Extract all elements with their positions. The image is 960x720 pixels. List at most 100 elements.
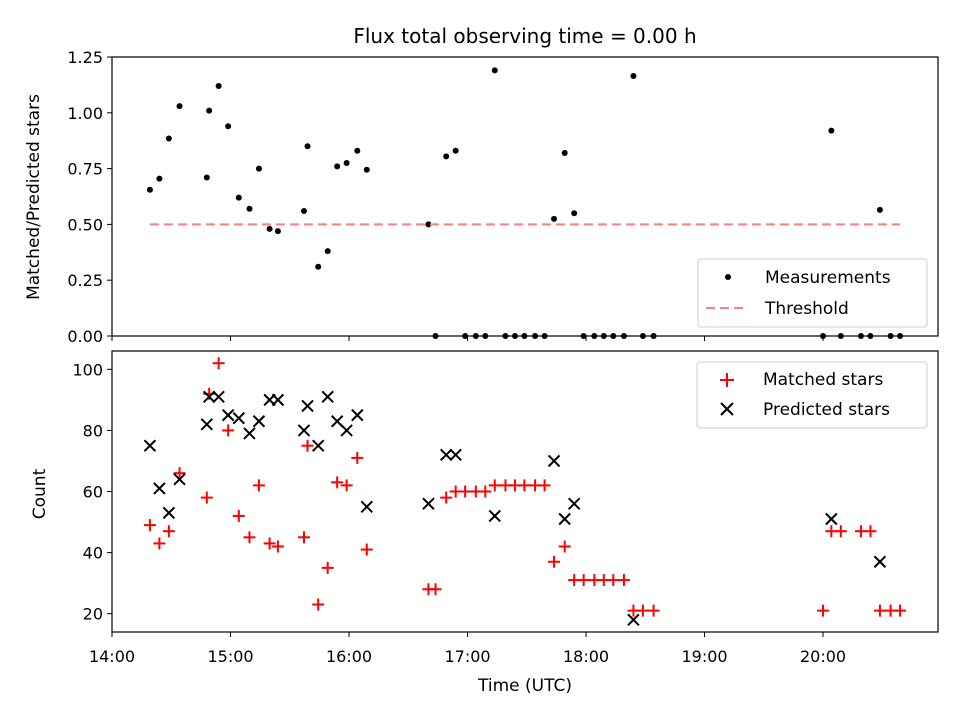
matched-star-point — [312, 598, 325, 611]
measurement-point — [176, 103, 183, 110]
measurement-point — [315, 263, 322, 270]
matched-star-point — [162, 525, 175, 538]
measurement-point — [876, 206, 883, 213]
matched-star-point — [558, 540, 571, 553]
matched-star-point — [636, 604, 649, 617]
measurement-point — [156, 175, 163, 182]
measurement-point — [443, 153, 450, 160]
legend-matched-marker — [720, 373, 734, 387]
matched-star-point — [212, 357, 225, 370]
predicted-star-point — [271, 393, 285, 407]
predicted-star-point — [449, 448, 462, 462]
predicted-star-point — [439, 448, 453, 462]
legend-matched-label: Matched stars — [763, 370, 883, 390]
bottom-y-tick-label: 20 — [83, 605, 103, 624]
matched-star-point — [440, 491, 453, 504]
matched-star-point — [360, 543, 373, 556]
measurement-point — [334, 163, 341, 170]
bottom-y-tick-label: 60 — [83, 483, 103, 502]
predicted-star-point — [153, 482, 166, 495]
matched-star-point — [153, 537, 166, 550]
predicted-star-point — [221, 408, 235, 422]
matched-star-point — [873, 604, 886, 617]
matched-star-point — [538, 479, 551, 492]
bottom-legend: Matched stars Predicted stars — [696, 361, 928, 429]
predicted-star-point — [173, 473, 186, 486]
predicted-star-point — [488, 509, 501, 523]
top-chart-title: Flux total observing time = 0.00 h — [353, 24, 696, 48]
bottom-y-tick-label: 100 — [72, 360, 103, 379]
matched-star-point — [263, 537, 276, 550]
measurement-point — [354, 147, 361, 154]
predicted-star-point — [143, 439, 157, 452]
matched-star-point — [232, 509, 245, 522]
bottom-x-tick-label: 15:00 — [207, 647, 253, 666]
top-y-tick-label: 0.25 — [67, 271, 103, 290]
measurement-point — [571, 210, 578, 217]
bottom-y-tick-label: 40 — [83, 544, 103, 563]
matched-star-point — [647, 604, 660, 617]
matched-star-point — [894, 604, 907, 617]
matched-star-point — [252, 479, 265, 492]
matched-star-point — [200, 491, 213, 504]
matched-star-point — [321, 561, 334, 574]
top-y-tick-label: 1.00 — [67, 104, 103, 123]
bottom-x-tick-label: 17:00 — [444, 647, 490, 666]
top-y-tick-label: 1.25 — [67, 48, 103, 67]
matched-star-point — [488, 479, 501, 492]
bottom-x-tick-label: 16:00 — [326, 647, 372, 666]
measurement-point — [146, 186, 153, 193]
measurement-point — [255, 165, 262, 172]
measurement-point — [206, 107, 213, 114]
predicted-star-point — [202, 390, 216, 404]
bottom-axes-frame — [111, 350, 939, 633]
predicted-star-point — [297, 424, 311, 437]
predicted-star-point — [252, 415, 266, 428]
predicted-star-point — [627, 613, 640, 626]
measurement-point — [425, 221, 432, 228]
top-axis-ticks: 0.00 0.25 0.50 0.75 1.00 1.25 — [67, 48, 824, 346]
measurement-point — [300, 208, 307, 215]
bottom-x-tick-label: 20:00 — [800, 647, 846, 666]
measurement-point — [304, 143, 311, 150]
top-y-tick-label: 0.75 — [67, 160, 103, 179]
top-y-axis-label: Matched/Predicted stars — [24, 94, 44, 300]
measurement-point — [235, 194, 242, 201]
matched-star-point — [271, 540, 284, 553]
predicted-star-point — [547, 454, 561, 468]
predicted-star-point — [360, 500, 373, 513]
matched-star-point — [351, 451, 364, 464]
matched-star-point — [340, 479, 353, 492]
predicted-star-point — [232, 411, 246, 425]
matched-star-point — [617, 574, 630, 587]
bottom-x-tick-label: 14:00 — [89, 647, 135, 666]
matched-star-point — [297, 531, 310, 544]
predicted-star-point — [330, 415, 344, 428]
measurement-point — [828, 127, 835, 134]
matched-star-point — [222, 424, 235, 437]
matched-star-point — [548, 555, 561, 568]
predicted-star-point — [243, 427, 256, 440]
matched-star-point — [143, 519, 156, 532]
predicted-star-point — [567, 497, 581, 510]
top-y-tick-label: 0.00 — [67, 327, 103, 346]
bottom-y-tick-label: 80 — [83, 421, 103, 440]
matched-star-point — [834, 525, 847, 538]
legend-measurements-label: Measurements — [765, 268, 891, 288]
measurement-point — [225, 123, 232, 130]
bottom-axis-ticks: 20 40 60 80 100 14:00 15:00 16:00 17:00 18:00 19:0… — [72, 360, 846, 666]
bottom-x-axis-label: Time (UTC) — [477, 676, 572, 696]
predicted-star-point — [321, 390, 334, 404]
matched-star-point — [243, 531, 256, 544]
top-axes-frame — [111, 56, 939, 337]
bottom-x-tick-label: 19:00 — [681, 647, 727, 666]
bottom-x-tick-label: 18:00 — [563, 647, 609, 666]
measurement-point — [561, 149, 568, 156]
measurement-point — [165, 135, 172, 142]
top-legend-box — [697, 258, 928, 328]
bottom-legend-box — [696, 361, 928, 429]
matched-star-point — [577, 574, 590, 587]
predicted-star-point — [351, 408, 364, 422]
legend-measurements-marker — [725, 274, 731, 280]
